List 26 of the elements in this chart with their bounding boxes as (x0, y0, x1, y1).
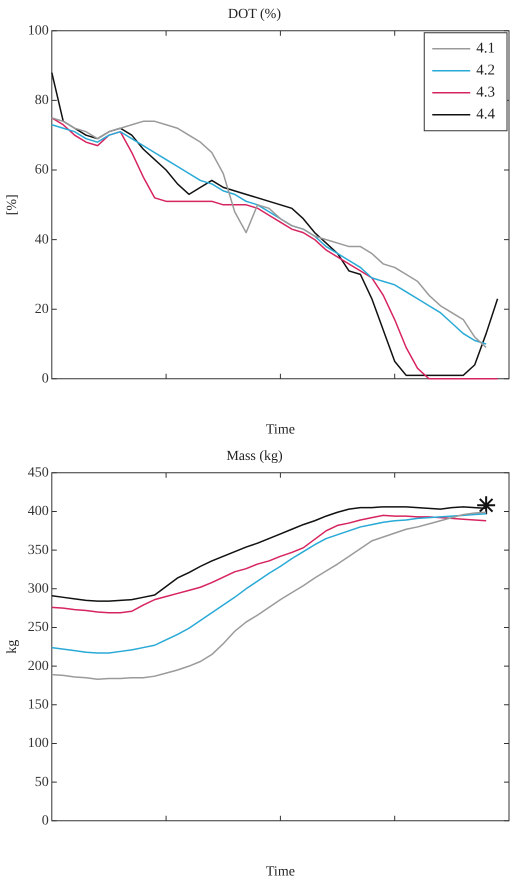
legend-label: 4.3 (476, 84, 495, 101)
y-tick-label: 100 (28, 23, 49, 38)
y-tick-label: 450 (28, 465, 49, 480)
y-axis-title: kg (5, 640, 20, 654)
y-tick-label: 0 (42, 371, 49, 386)
y-tick-label: 20 (34, 302, 49, 317)
y-tick-label: 150 (28, 697, 49, 712)
y-tick-label: 60 (34, 162, 49, 178)
y-tick-label: 250 (28, 620, 49, 636)
y-tick-label: 0 (42, 813, 49, 828)
y-tick-label: 50 (34, 774, 49, 790)
y-tick-label: 80 (34, 93, 49, 108)
y-tick-label: 400 (28, 504, 49, 520)
y-tick-label: 40 (34, 232, 49, 248)
legend-label: 4.4 (476, 106, 496, 123)
y-tick-label: 100 (28, 736, 49, 752)
y-axis-title: [%] (5, 194, 20, 216)
y-tick-label: 350 (28, 542, 49, 558)
legend-label: 4.1 (476, 40, 495, 57)
chart-title: Mass (kg) (226, 449, 284, 464)
x-axis-title: Time (266, 864, 295, 880)
chart-title: DOT (%) (228, 7, 282, 22)
y-tick-label: 200 (28, 658, 49, 674)
legend-label: 4.2 (476, 62, 495, 79)
y-tick-label: 300 (28, 581, 49, 596)
x-axis-title: Time (266, 422, 295, 438)
